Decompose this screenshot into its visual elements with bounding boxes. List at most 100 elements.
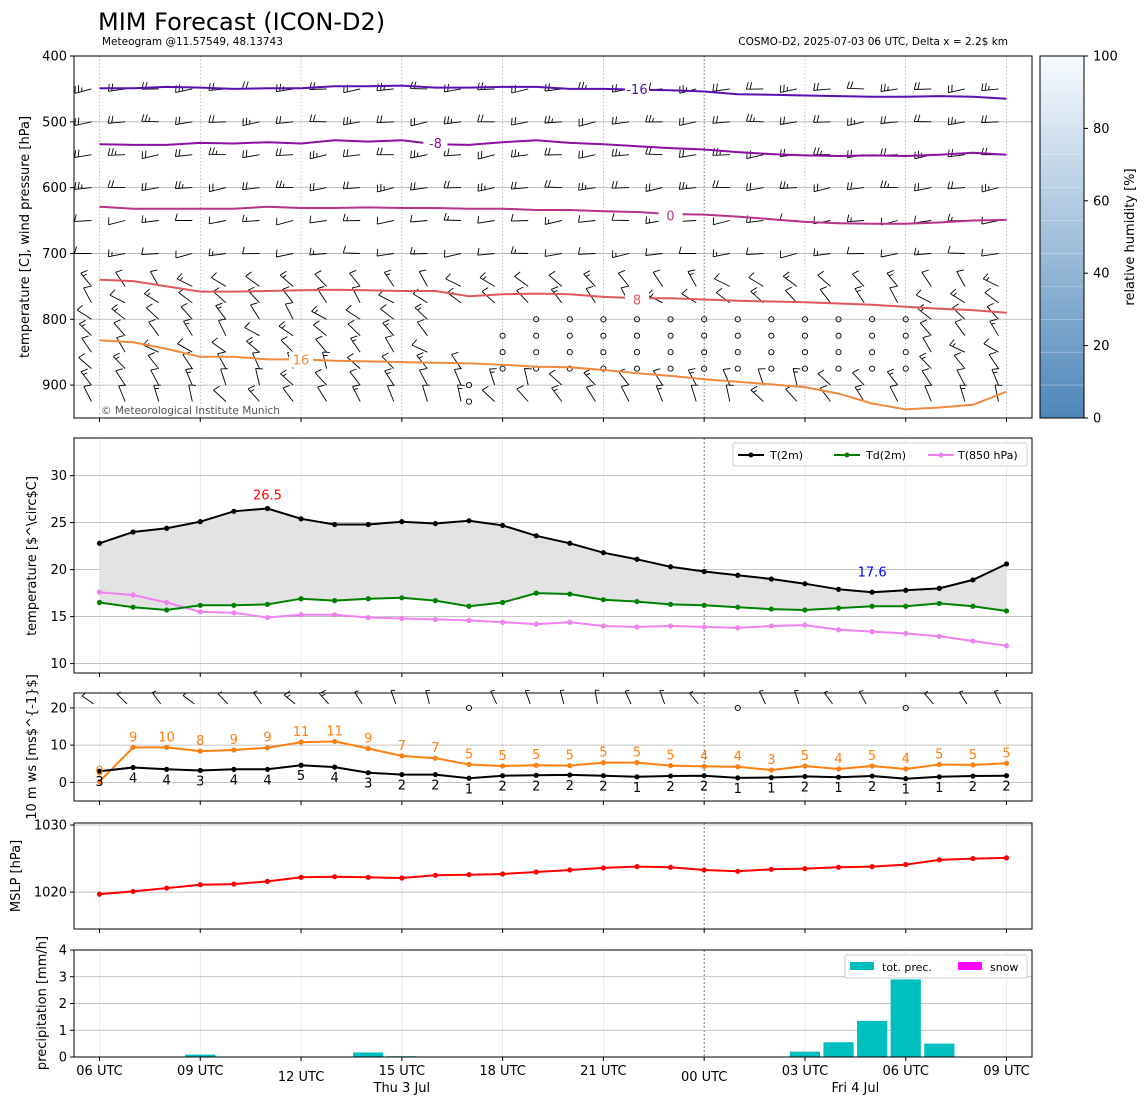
precip-bar <box>353 1052 384 1057</box>
wind-barb <box>949 339 966 353</box>
data-point <box>1003 608 1010 614</box>
wind-barb <box>852 368 865 386</box>
speed-label: 3 <box>364 777 372 792</box>
data-point <box>835 766 842 772</box>
gust-label: 5 <box>868 749 876 764</box>
wind-barb <box>889 384 899 402</box>
calm-marker <box>465 704 473 711</box>
wind-barb <box>956 368 966 386</box>
wind-barb <box>74 149 92 158</box>
legend-t850: T(850 hPa) <box>957 449 1018 462</box>
wind-barb <box>681 288 697 304</box>
data-point <box>768 623 774 629</box>
wind-barb <box>544 179 562 189</box>
wind-barb <box>645 147 663 156</box>
y-tick-label: 400 <box>42 50 67 65</box>
wind-barb <box>210 272 227 287</box>
data-point <box>802 607 808 613</box>
wind-barb <box>847 117 865 127</box>
series-line <box>99 764 1007 780</box>
wind-barb <box>947 181 965 190</box>
data-point <box>164 744 170 750</box>
calm-marker <box>768 349 775 356</box>
wind-barb <box>813 115 831 123</box>
gust-label: 9 <box>263 731 271 746</box>
wind-barb <box>175 84 193 93</box>
gust-label: 5 <box>1002 746 1010 761</box>
wind-barb <box>647 289 663 304</box>
wind-barb <box>510 181 529 190</box>
wind-barb <box>410 150 428 159</box>
colorbar-label: relative humidity [%] <box>1123 168 1138 305</box>
gust-label: 11 <box>326 724 343 739</box>
calm-marker <box>801 349 808 356</box>
calm-marker <box>701 349 708 356</box>
wind-barb <box>318 689 329 705</box>
data-point <box>399 595 405 601</box>
data-point <box>802 773 808 780</box>
data-point <box>768 866 774 872</box>
wind-barb <box>145 303 160 320</box>
wind-barb <box>785 286 798 304</box>
data-point <box>835 627 842 633</box>
data-point <box>197 748 203 754</box>
wind-barb <box>611 148 630 157</box>
wind-barb <box>620 384 630 402</box>
wind-barb <box>645 248 663 256</box>
gust-label: 5 <box>465 748 473 763</box>
calm-marker <box>801 365 808 372</box>
panel-temperature: 26.5 17.6 10 15 20 25 30 temperature [$^\circ… <box>25 437 1033 677</box>
wind-barb <box>217 691 229 705</box>
wind-barb <box>611 116 630 125</box>
series-line <box>99 591 1007 647</box>
wind-barb <box>687 269 697 287</box>
speed-label: 1 <box>734 782 742 797</box>
data-point <box>970 603 976 609</box>
data-point <box>432 616 439 623</box>
data-point <box>130 764 136 771</box>
data-point <box>936 761 942 768</box>
wind-barb <box>792 368 801 386</box>
wind-barb <box>76 304 92 320</box>
wind-barb <box>183 318 193 336</box>
wind-barb <box>208 216 226 225</box>
series-line <box>99 592 1007 612</box>
y-tick-label: 2 <box>59 997 67 1012</box>
calm-marker <box>566 316 573 323</box>
data-point <box>600 623 606 629</box>
speed-label: 2 <box>566 779 574 794</box>
data-point <box>197 767 203 774</box>
wind-barb <box>712 147 730 156</box>
data-point <box>399 771 405 778</box>
wind-barb <box>950 288 966 304</box>
wind-barb <box>490 689 498 705</box>
contour-line <box>99 205 1007 225</box>
wind-barb <box>678 246 697 254</box>
data-point <box>869 589 875 595</box>
wind-barb <box>548 270 563 287</box>
wind-barb <box>81 692 94 705</box>
data-point <box>332 738 338 745</box>
wind-barb <box>317 285 327 304</box>
wind-barb <box>652 269 663 287</box>
wind-barb <box>914 182 932 192</box>
colorbar-tick-label: 40 <box>1093 267 1110 282</box>
legend-snow: snow <box>990 961 1018 974</box>
wind-barb <box>477 114 495 123</box>
data-point <box>768 774 774 781</box>
contour-line <box>99 278 1007 314</box>
gust-label: 4 <box>902 752 910 767</box>
wind-barb <box>612 250 630 259</box>
calm-marker <box>499 332 506 339</box>
colorbar: 0 20 40 60 80 100 relative humidity [%] <box>1039 50 1138 427</box>
calm-marker <box>533 349 540 356</box>
wind-barb <box>585 285 596 304</box>
y-tick-label: 0 <box>59 1051 67 1066</box>
wind-barb <box>991 368 1000 386</box>
wind-barb <box>488 368 497 386</box>
wind-barb <box>645 183 663 192</box>
x-tick-label: 03 UTC <box>782 1064 828 1079</box>
speed-label: 4 <box>331 771 339 786</box>
data-point <box>500 763 506 769</box>
y-tick-label: 25 <box>50 516 67 531</box>
